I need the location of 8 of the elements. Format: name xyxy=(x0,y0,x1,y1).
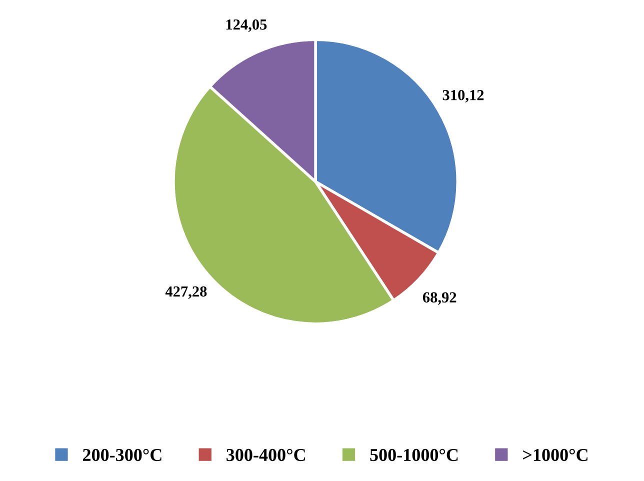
legend-label: >1000°C xyxy=(523,448,588,462)
legend-label: 300-400°C xyxy=(226,448,305,462)
legend-label: 500-1000°C xyxy=(370,448,458,462)
legend-label: 200-300°C xyxy=(83,448,162,462)
data-label: 68,92 xyxy=(422,292,456,305)
data-label: 427,28 xyxy=(165,286,207,299)
data-label: 310,12 xyxy=(442,90,484,102)
data-label: 124,05 xyxy=(226,19,267,32)
